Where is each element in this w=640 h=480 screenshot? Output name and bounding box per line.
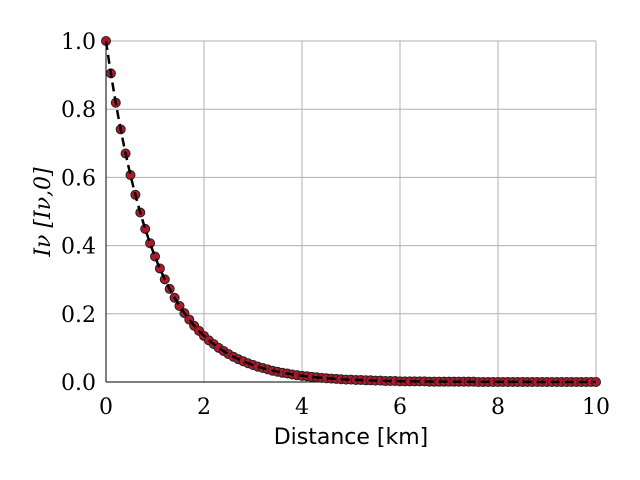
grid bbox=[105, 40, 597, 383]
axes-spines bbox=[105, 41, 596, 383]
y-tick-label: 0.4 bbox=[61, 235, 96, 260]
y-tick-label: 0.8 bbox=[61, 98, 96, 123]
x-tick-label: 0 bbox=[99, 395, 113, 420]
y-tick-label: 1.0 bbox=[61, 30, 96, 55]
y-tick-label: 0.2 bbox=[61, 303, 96, 328]
y-tick-labels: 0.0 0.2 0.4 0.6 0.8 1.0 bbox=[61, 30, 96, 396]
x-tick-label: 10 bbox=[582, 395, 610, 420]
x-tick-label: 8 bbox=[491, 395, 505, 420]
x-tick-label: 4 bbox=[295, 395, 309, 420]
x-axis-label: Distance [km] bbox=[274, 425, 429, 450]
x-tick-label: 2 bbox=[197, 395, 211, 420]
x-tick-labels: 0 2 4 6 8 10 bbox=[99, 395, 610, 420]
model-curve bbox=[104, 40, 596, 384]
data-point bbox=[150, 251, 160, 262]
model-curve-layer bbox=[104, 40, 596, 384]
y-axis-label: Iν [Iν,0] bbox=[31, 167, 56, 258]
y-tick-label: 0.0 bbox=[61, 371, 96, 396]
data-point bbox=[140, 223, 151, 234]
data-point bbox=[145, 238, 156, 249]
y-tick-label: 0.6 bbox=[61, 166, 96, 191]
data-points-layer bbox=[101, 36, 601, 387]
x-tick-label: 6 bbox=[393, 395, 407, 420]
